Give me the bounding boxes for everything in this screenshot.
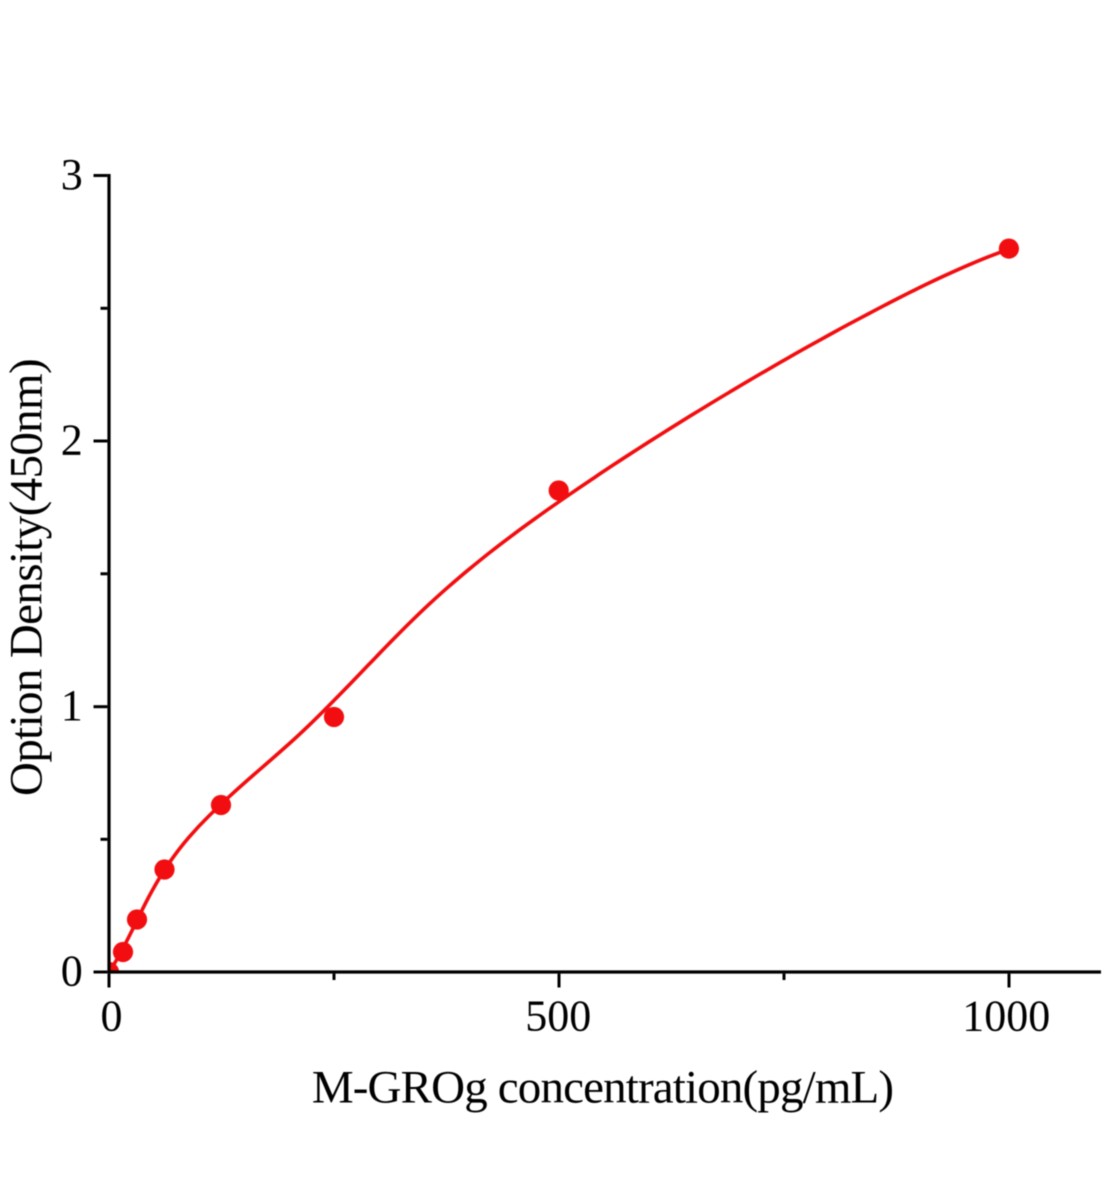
- svg-text:1000: 1000: [962, 992, 1050, 1041]
- svg-text:3: 3: [61, 150, 83, 199]
- svg-text:Option Density(450nm): Option Density(450nm): [1, 359, 53, 796]
- svg-text:M-GROg concentration(pg/mL): M-GROg concentration(pg/mL): [312, 1062, 893, 1114]
- svg-text:0: 0: [101, 992, 123, 1041]
- svg-text:2: 2: [61, 415, 83, 464]
- svg-text:1: 1: [61, 681, 83, 730]
- svg-text:500: 500: [525, 992, 591, 1041]
- svg-text:0: 0: [61, 946, 83, 995]
